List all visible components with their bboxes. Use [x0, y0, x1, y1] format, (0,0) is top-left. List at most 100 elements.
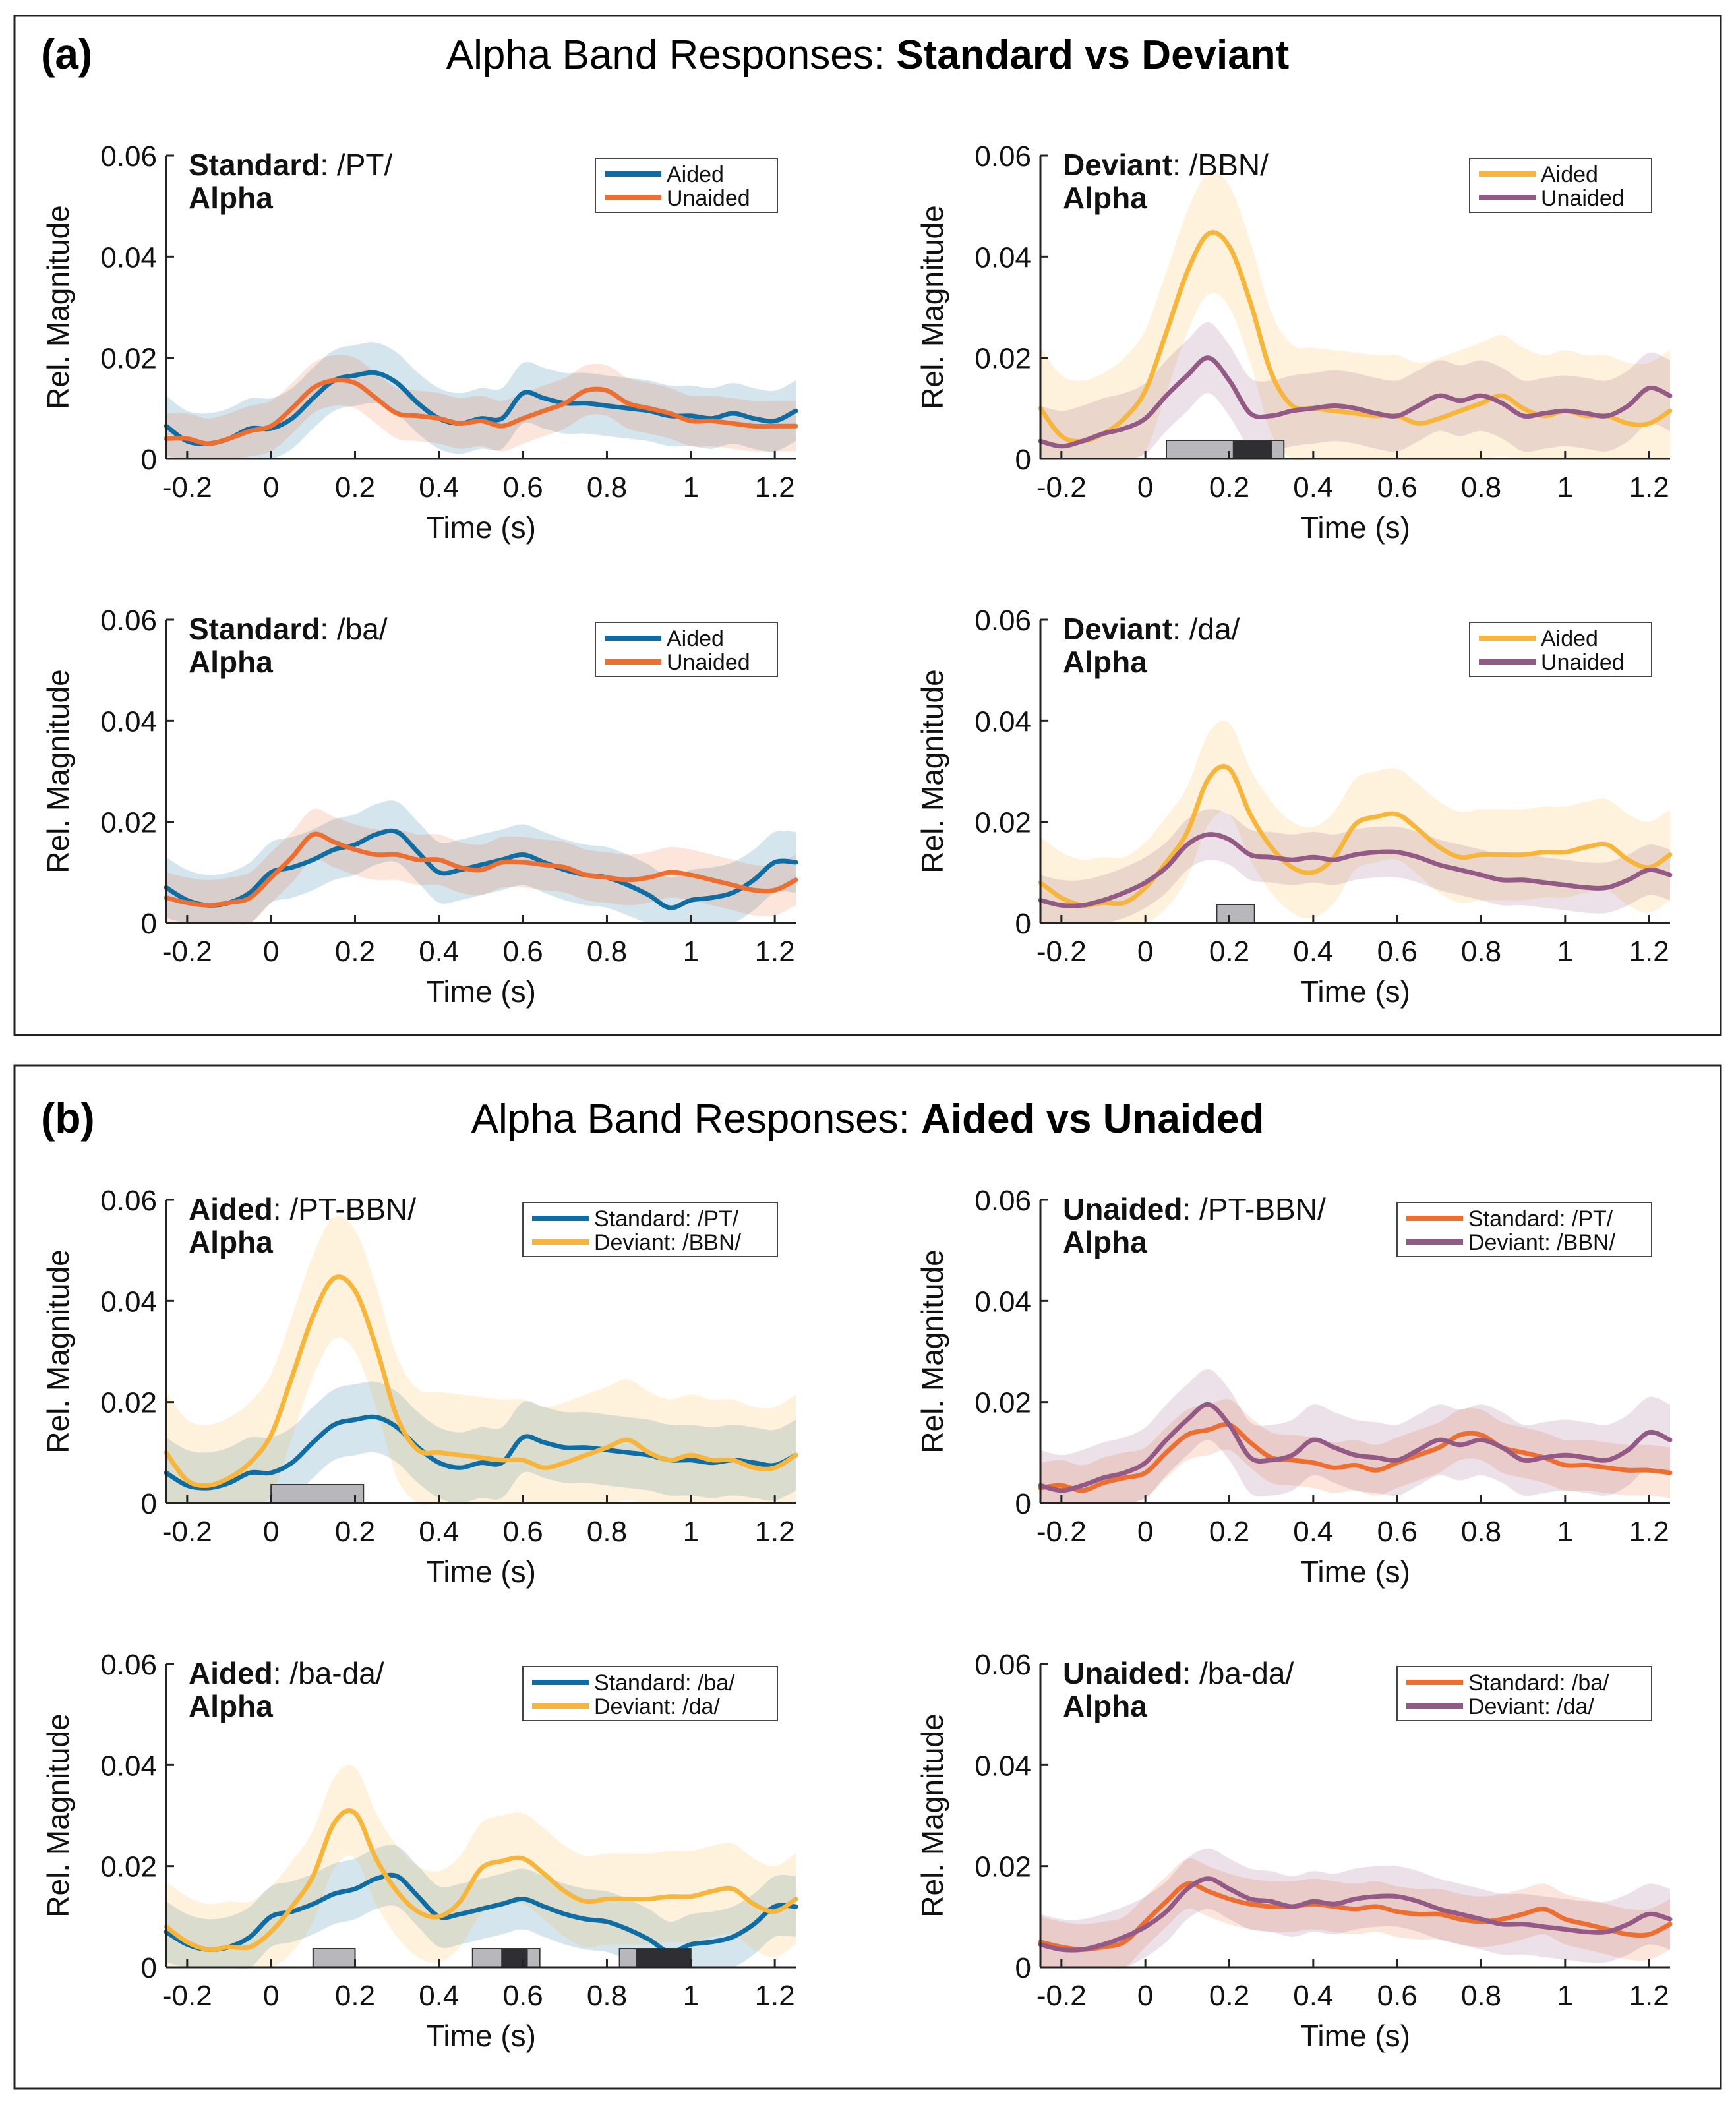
legend-label-2: Deviant: /BBN/	[1468, 1230, 1616, 1255]
y-tick-label: 0.04	[100, 1286, 157, 1318]
y-axis-label: Rel. Magnitude	[41, 1713, 75, 1917]
x-tick-label: 1.2	[1629, 471, 1669, 504]
legend-box	[522, 1666, 778, 1721]
y-tick-label: 0.06	[974, 140, 1031, 173]
y-tick-label: 0	[141, 1952, 157, 1984]
significance-bar-1	[270, 1484, 365, 1504]
x-tick-label: 0.6	[1377, 1980, 1418, 2012]
x-tick-label: 0.8	[587, 1516, 627, 1548]
x-axis-label: Time (s)	[1300, 510, 1410, 545]
y-tick-label: 0.06	[100, 1185, 157, 1217]
y-tick-label: 0.02	[974, 343, 1031, 375]
y-tick-label: 0.04	[974, 1286, 1031, 1318]
panel-a-title-bold: Standard vs Deviant	[896, 32, 1289, 78]
y-tick-label: 0.06	[100, 1649, 157, 1681]
x-tick-label: -0.2	[1036, 1516, 1087, 1548]
y-tick-label: 0.04	[100, 705, 157, 738]
y-tick-label: 0.06	[100, 140, 157, 173]
significance-bar-5	[618, 1948, 638, 1968]
chart-title-rest: : /PT-BBN/	[1182, 1192, 1325, 1226]
significance-bar-1	[312, 1948, 356, 1968]
panel-b-title-regular: Alpha Band Responses:	[471, 1096, 921, 1142]
x-tick-label: 0.2	[1209, 471, 1249, 504]
x-tick-label: 0	[263, 471, 279, 504]
x-tick-label: 0.4	[1293, 1980, 1333, 2012]
x-tick-label: 0.8	[1461, 935, 1501, 968]
x-tick-label: 0.8	[587, 935, 627, 968]
legend-label-2: Deviant: /da/	[594, 1694, 720, 1719]
x-tick-label: 0.2	[1209, 1980, 1249, 2012]
x-tick-label: 0.6	[503, 471, 543, 504]
series-line-1	[1038, 1422, 1673, 1493]
y-tick-label: 0	[1015, 1952, 1031, 1984]
series-line-1	[164, 1414, 798, 1491]
chart-subtitle: Alpha	[1063, 1225, 1147, 1259]
x-tick-label: 0.4	[1293, 471, 1333, 504]
x-tick-label: 0.6	[1377, 1516, 1418, 1548]
y-tick-label: 0	[1015, 908, 1031, 940]
x-tick-label: 0.6	[503, 1516, 543, 1548]
legend: Standard: /PT/Deviant: /BBN/	[1396, 1202, 1652, 1257]
x-axis-label: Time (s)	[1300, 1555, 1410, 1589]
x-tick-label: 1.2	[1629, 1516, 1669, 1548]
confidence-band-1	[1040, 1399, 1670, 1504]
x-axis-label: Time (s)	[426, 974, 536, 1009]
legend-label-1: Standard: /PT/	[1468, 1206, 1613, 1231]
x-tick-label: 0.2	[335, 471, 375, 504]
chart-title-bold: Aided	[189, 1656, 273, 1690]
chart-title-bold: Aided	[189, 1192, 273, 1226]
x-axis-label: Time (s)	[426, 510, 536, 545]
x-tick-label: 1	[683, 935, 699, 968]
x-tick-label: 1	[1557, 935, 1573, 968]
chart-title: Unaided: /PT-BBN/	[1063, 1192, 1326, 1226]
x-tick-label: 0	[1137, 471, 1153, 504]
x-tick-label: 0	[1137, 935, 1153, 968]
significance-bar-1	[1166, 440, 1234, 459]
legend-label-1: Standard: /PT/	[594, 1206, 739, 1231]
x-tick-label: 0.8	[587, 471, 627, 504]
chart-title: Standard: /PT/	[189, 148, 392, 182]
series-line-1	[164, 1872, 798, 1955]
series-line-2	[1038, 1876, 1673, 1953]
legend: Standard: /ba/Deviant: /da/	[522, 1666, 778, 1721]
y-tick-label: 0	[141, 444, 157, 476]
y-axis-label: Rel. Magnitude	[41, 205, 75, 409]
significance-bar-2	[471, 1948, 503, 1968]
panel-a-title: Alpha Band Responses: Standard vs Devian…	[446, 32, 1290, 78]
legend-label-1: Aided	[1541, 626, 1598, 651]
x-tick-label: -0.2	[1036, 935, 1087, 968]
y-tick-label: 0.06	[974, 1185, 1031, 1217]
y-tick-label: 0.06	[974, 1649, 1031, 1681]
y-axis-label: Rel. Magnitude	[915, 1249, 949, 1453]
panel-a-title-regular: Alpha Band Responses:	[446, 32, 896, 78]
x-tick-label: 0.4	[419, 1980, 459, 2012]
x-tick-label: -0.2	[1036, 471, 1087, 504]
x-axis-label: Time (s)	[426, 2019, 536, 2053]
x-tick-label: 0.4	[419, 935, 459, 968]
chart-subtitle: Alpha	[189, 1689, 273, 1723]
chart-title-rest: : /BBN/	[1172, 148, 1269, 182]
x-tick-label: 0.2	[335, 1980, 375, 2012]
significance-bar-3	[1271, 440, 1285, 459]
series-line-1	[164, 828, 798, 910]
series-line-2	[164, 378, 798, 446]
chart-title-rest: : /ba-da/	[1182, 1656, 1294, 1690]
y-axis-label: Rel. Magnitude	[41, 1249, 75, 1453]
x-tick-label: 0	[1137, 1980, 1153, 2012]
panel-b-title: Alpha Band Responses: Aided vs Unaided	[471, 1096, 1265, 1142]
x-tick-label: 0.4	[419, 1516, 459, 1548]
x-tick-label: 1	[1557, 1980, 1573, 2012]
series-line-2	[1038, 832, 1673, 908]
y-tick-label: 0.02	[100, 1387, 157, 1419]
legend-label-2: Unaided	[667, 650, 750, 675]
x-tick-label: 1.2	[1629, 935, 1669, 968]
panel-b-title-bold: Aided vs Unaided	[921, 1096, 1264, 1142]
chart-title: Aided: /ba-da/	[189, 1656, 384, 1690]
series-line-2	[1038, 1402, 1673, 1493]
